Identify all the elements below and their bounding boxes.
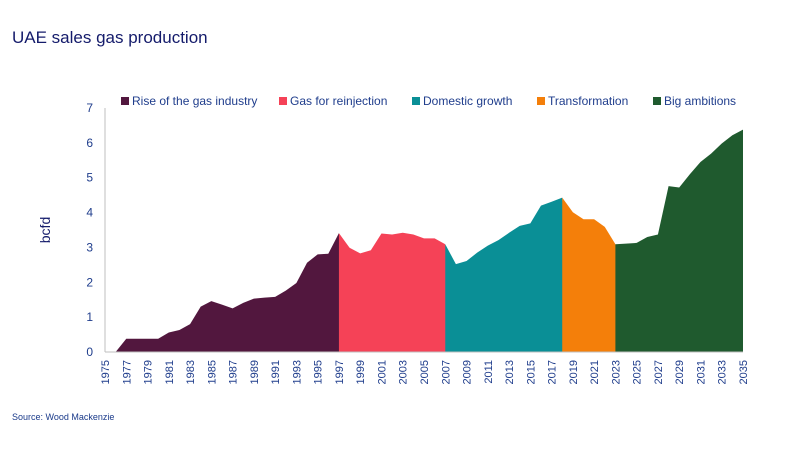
x-tick-label: 1981 [164,360,176,384]
x-tick-label: 2005 [419,360,431,384]
x-tick-label: 1985 [206,360,218,384]
x-tick-label: 1989 [249,360,261,384]
series-area-2 [445,197,573,352]
legend-label-4: Big ambitions [664,94,736,108]
x-tick-label: 2003 [398,360,410,384]
legend-swatch-0 [121,97,129,105]
x-tick-label: 1993 [291,360,303,384]
y-tick-label: 5 [86,171,93,185]
x-tick-label: 2001 [376,360,388,384]
chart-title: UAE sales gas production [12,28,208,47]
x-tick-label: 2031 [695,360,707,384]
x-tick-label: 2029 [674,360,686,384]
y-tick-label: 7 [86,101,93,115]
x-tick-label: 2017 [547,360,559,384]
legend-swatch-3 [537,97,545,105]
x-tick-label: 2019 [568,360,580,384]
x-tick-label: 2021 [589,360,601,384]
x-tick-label: 1983 [185,360,197,384]
legend-swatch-1 [279,97,287,105]
x-tick-label: 1995 [313,360,325,384]
series-area-0 [115,233,350,352]
legend-swatch-2 [412,97,420,105]
legend-label-3: Transformation [548,94,628,108]
x-tick-label: 1987 [228,360,240,384]
x-tick-label: 2013 [504,360,516,384]
source-note: Source: Wood Mackenzie [12,412,115,422]
x-tick-label: 2011 [483,360,495,384]
x-tick-label: 1997 [334,360,346,384]
x-tick-label: 2009 [462,360,474,384]
y-tick-label: 4 [86,206,93,220]
x-tick-label: 1999 [355,360,367,384]
y-tick-label: 6 [86,136,93,150]
x-tick-label: 2025 [632,360,644,384]
y-axis-label: bcfd [37,217,53,243]
series-area-4 [615,129,743,352]
y-tick-label: 3 [86,240,93,254]
legend-label-1: Gas for reinjection [290,94,387,108]
x-tick-label: 2035 [738,360,750,384]
x-tick-label: 2023 [610,360,622,384]
legend-label-2: Domestic growth [423,94,512,108]
x-tick-label: 2033 [717,360,729,384]
series-area-1 [338,232,456,352]
x-tick-label: 2027 [653,360,665,384]
x-tick-label: 1975 [100,360,112,384]
x-tick-label: 1991 [270,360,282,384]
y-tick-label: 1 [86,310,93,324]
y-tick-label: 0 [86,345,93,359]
x-tick-label: 2007 [440,360,452,384]
x-tick-label: 2015 [525,360,537,384]
y-tick-label: 2 [86,275,93,289]
legend-label-0: Rise of the gas industry [132,94,257,108]
legend-swatch-4 [653,97,661,105]
x-tick-label: 1979 [143,360,155,384]
series-area-3 [562,197,627,352]
x-tick-label: 1977 [121,360,133,384]
